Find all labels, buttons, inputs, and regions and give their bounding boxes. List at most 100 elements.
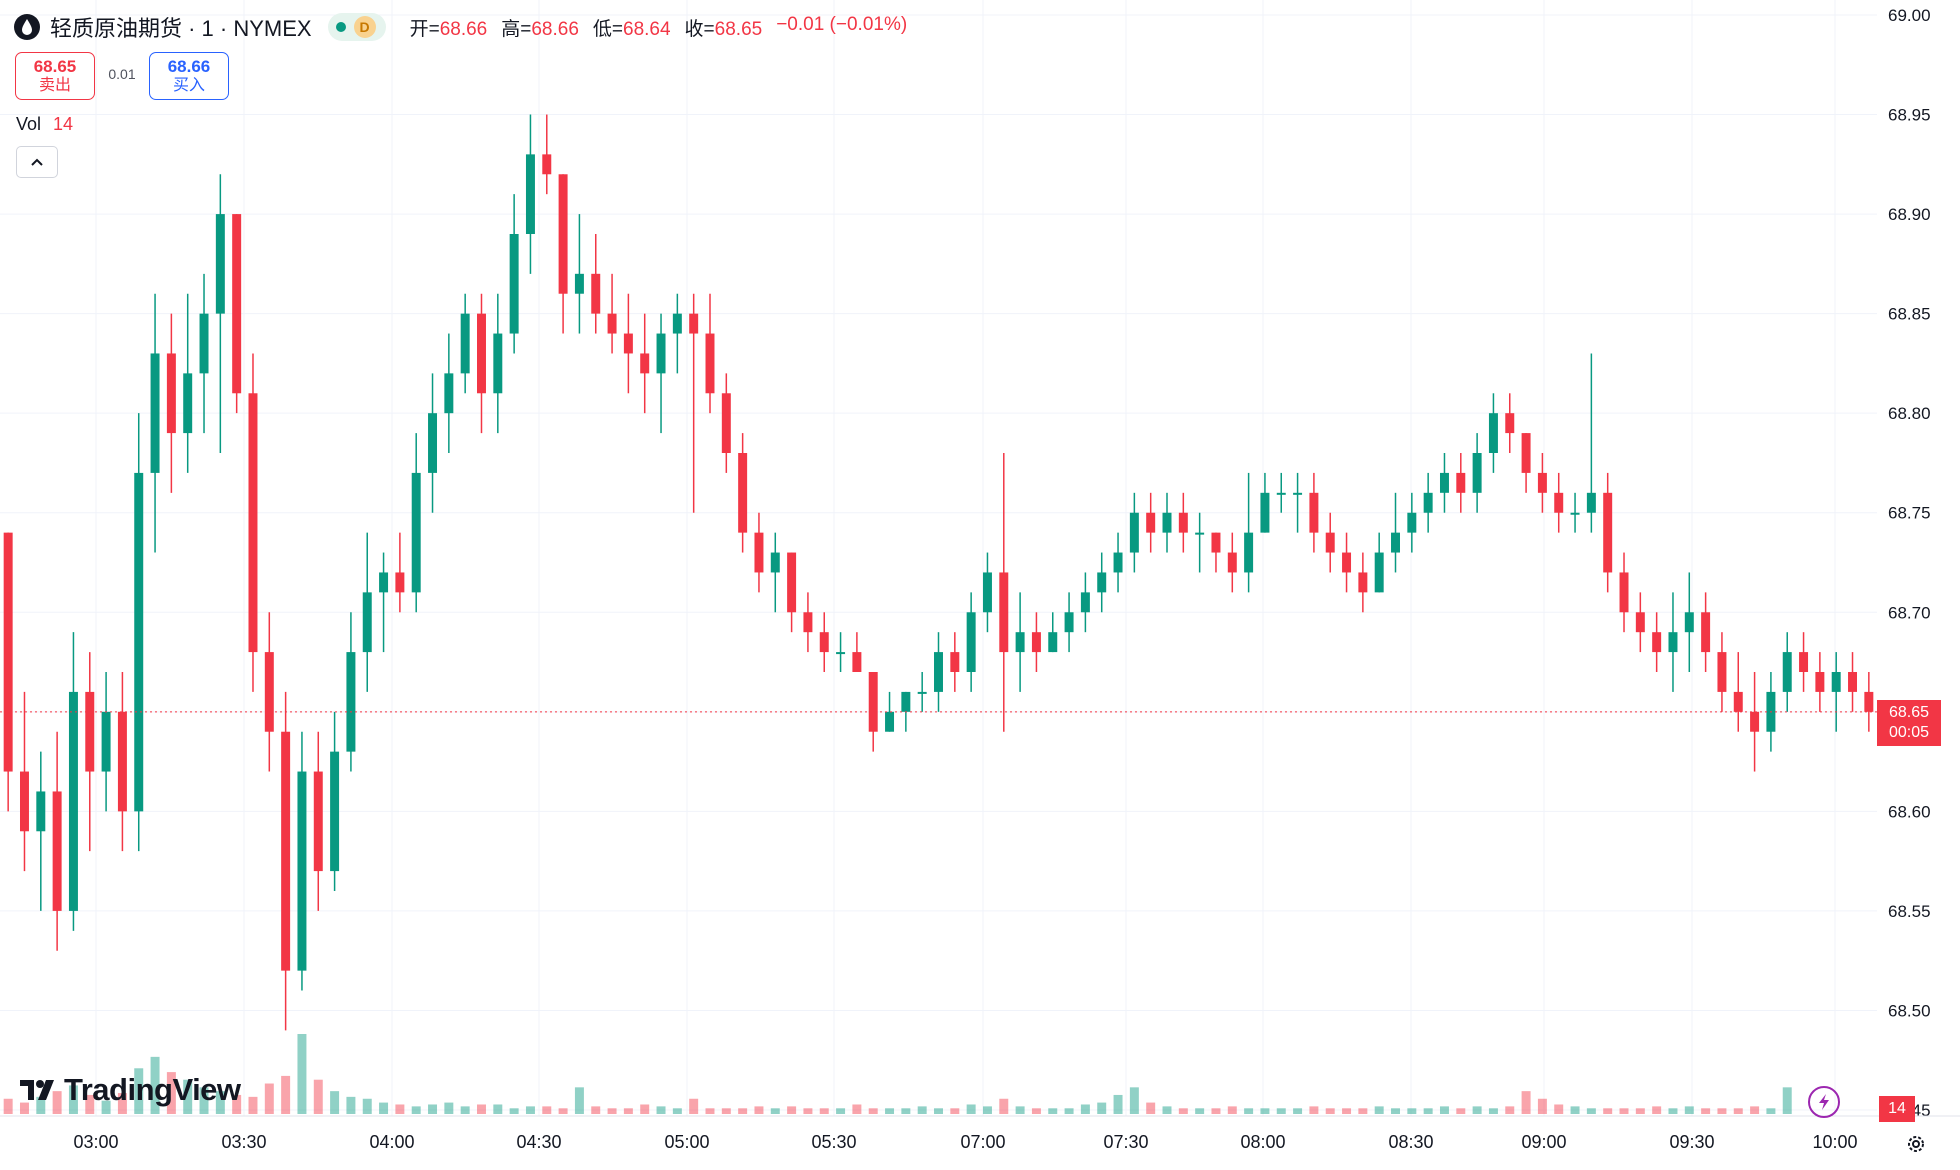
candle-body [819, 632, 829, 653]
volume-bar [868, 1108, 878, 1114]
volume-bar [36, 1096, 46, 1114]
quick-action-button[interactable] [1808, 1086, 1840, 1118]
tradingview-logo[interactable]: TradingView [20, 1072, 241, 1108]
candle-body [672, 313, 682, 334]
collapse-legend-button[interactable] [16, 146, 58, 178]
candle-body [1407, 512, 1417, 533]
time-tick-label: 03:30 [221, 1132, 266, 1152]
candle-body [1864, 691, 1874, 712]
volume-bar [1260, 1108, 1270, 1114]
candle-body [281, 731, 291, 971]
price-tick-label: 68.50 [1888, 1001, 1931, 1020]
volume-bar [558, 1108, 568, 1114]
candle [1521, 433, 1531, 493]
candle-body [150, 353, 160, 473]
candle-body [1782, 652, 1792, 692]
candle-body [623, 333, 633, 354]
price-tick-label: 68.85 [1888, 305, 1931, 324]
candle [1113, 532, 1123, 593]
candle-body [444, 373, 454, 414]
volume-bar [999, 1098, 1009, 1114]
candle-body [1260, 492, 1270, 533]
candle [1195, 512, 1205, 573]
candle [297, 731, 307, 991]
volume-bar [330, 1091, 340, 1114]
volume-bar [1374, 1106, 1384, 1114]
volume-bar [1358, 1108, 1368, 1114]
candle-body [346, 652, 356, 752]
low-value: 68.64 [623, 18, 671, 40]
volume-legend[interactable]: Vol 14 [16, 114, 73, 135]
candle [1227, 532, 1237, 593]
volume-bar [313, 1079, 323, 1114]
candle [1391, 492, 1400, 573]
oil-drop-icon[interactable] [14, 14, 40, 40]
candle-body [199, 313, 209, 374]
candle-body [1472, 453, 1482, 493]
candle [330, 711, 340, 891]
candle [982, 552, 992, 633]
candle-body [68, 691, 78, 911]
candle-body [1554, 492, 1564, 513]
volume-bar [411, 1106, 421, 1114]
symbol-title[interactable]: 轻质原油期货 · 1 · NYMEX [50, 16, 312, 41]
candle-body [934, 652, 943, 692]
volume-bar [1488, 1108, 1498, 1114]
symbol-header: 轻质原油期货 · 1 · NYMEX D 开=68.66 高=68.66 低=6… [14, 12, 907, 42]
candle [1064, 592, 1074, 653]
candle [1701, 592, 1711, 672]
candle [281, 691, 291, 1031]
candle-body [395, 572, 405, 593]
chevron-up-icon [31, 158, 43, 166]
volume-bar [1619, 1108, 1629, 1114]
volume-bar [1211, 1108, 1221, 1114]
candle [836, 632, 846, 672]
buy-button[interactable]: 68.66 买入 [149, 52, 229, 100]
delay-badge: D [353, 16, 376, 38]
candle [509, 194, 519, 354]
candle-body [379, 572, 389, 593]
candle-body [264, 652, 274, 732]
candle-body [1146, 512, 1156, 533]
logo-text: TradingView [64, 1072, 241, 1107]
volume-bar [591, 1106, 601, 1114]
chart-settings-button[interactable] [1902, 1130, 1930, 1158]
candle-body [1570, 512, 1580, 515]
candle-body [1080, 592, 1090, 613]
volume-bar [101, 1100, 111, 1114]
candle-body [1178, 512, 1188, 533]
candle [3, 532, 13, 812]
spread-value: 0.01 [108, 66, 136, 82]
volume-bar [1684, 1106, 1694, 1114]
candle-body [215, 214, 225, 314]
candle [917, 672, 927, 712]
volume-bar [623, 1108, 633, 1114]
candle [1488, 393, 1498, 473]
volume-bar [1162, 1106, 1172, 1114]
candle [770, 532, 780, 613]
volume-bar [117, 1093, 127, 1114]
candle-body [428, 413, 438, 473]
volume-bar [183, 1079, 193, 1114]
candle [1260, 472, 1270, 533]
candle [444, 333, 454, 453]
candle [525, 114, 535, 274]
candle [1211, 532, 1221, 573]
candle-body [1815, 672, 1825, 692]
volume-bar [1456, 1108, 1466, 1114]
volume-bar [574, 1087, 584, 1114]
candle-body [836, 652, 846, 655]
sell-button[interactable]: 68.65 卖出 [15, 52, 95, 100]
volume-bar [689, 1098, 699, 1114]
market-status-pill[interactable]: D [327, 13, 386, 41]
candle-body [558, 174, 568, 294]
candle [68, 632, 78, 931]
candle [738, 433, 748, 553]
time-tick-label: 09:30 [1669, 1132, 1714, 1152]
last-price-tag: 68.65 00:05 [1877, 700, 1941, 746]
candle-body [868, 672, 878, 732]
volume-bar [525, 1106, 535, 1114]
candle [379, 552, 389, 653]
candle [1635, 592, 1645, 653]
